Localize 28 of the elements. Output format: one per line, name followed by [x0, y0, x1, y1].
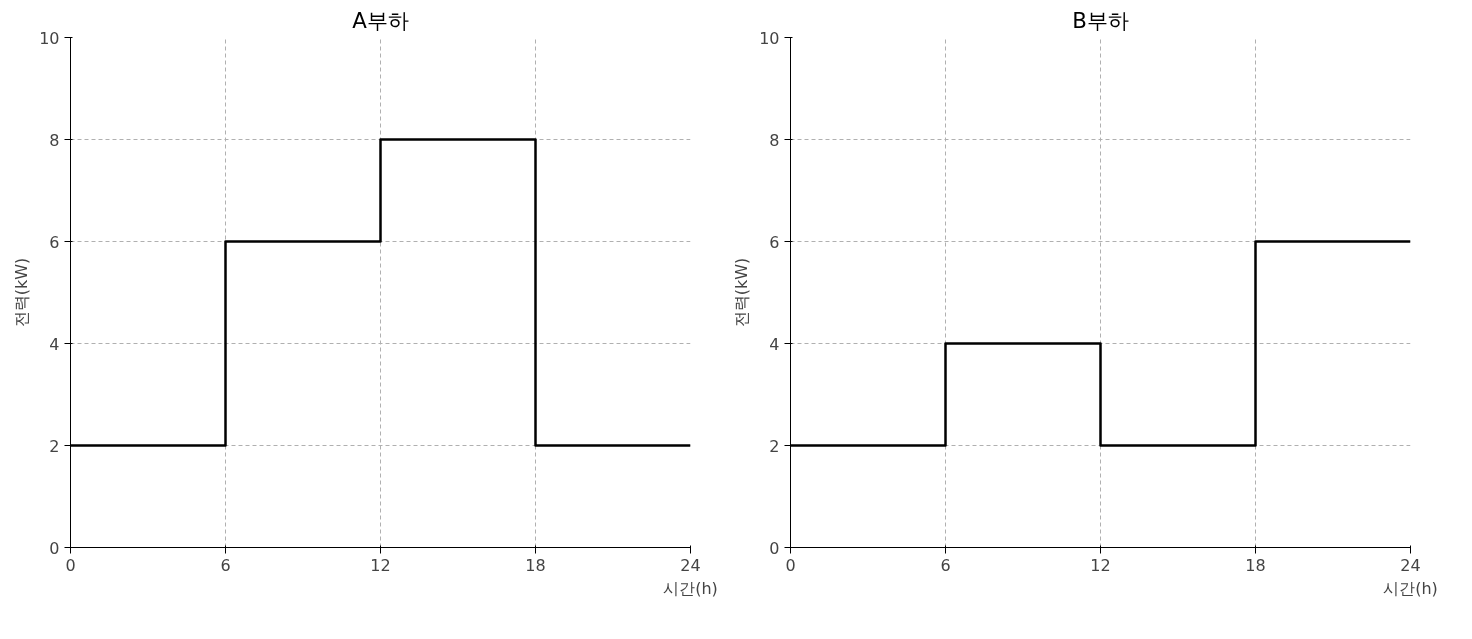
x-tick-label: 24 — [680, 555, 701, 575]
y-axis-title: 전력(kW) — [732, 257, 752, 328]
y-tick-label: 4 — [769, 334, 780, 354]
x-tick-label: 0 — [785, 555, 796, 575]
x-tick-label: 18 — [525, 555, 546, 575]
y-tick-label: 6 — [49, 232, 60, 252]
x-axis-title: 시간(h) — [663, 578, 718, 598]
y-tick-label: 0 — [769, 538, 780, 558]
x-tick-label: 18 — [1245, 555, 1266, 575]
x-tick-label: 12 — [370, 555, 391, 575]
x-tick-label: 6 — [940, 555, 951, 575]
y-tick-label: 10 — [759, 28, 780, 48]
y-tick-label: 2 — [49, 436, 60, 456]
x-tick-label: 6 — [220, 555, 231, 575]
y-tick-label: 10 — [39, 28, 60, 48]
x-tick-label: 12 — [1090, 555, 1111, 575]
x-axis-title: 시간(h) — [1383, 578, 1438, 598]
y-tick-label: 8 — [769, 130, 780, 150]
chart-title: B부하 — [1072, 7, 1129, 33]
y-tick-label: 4 — [49, 334, 60, 354]
y-tick-label: 6 — [769, 232, 780, 252]
y-axis-title: 전력(kW) — [12, 257, 32, 328]
y-tick-label: 2 — [769, 436, 780, 456]
y-tick-label: 8 — [49, 130, 60, 150]
x-tick-label: 24 — [1400, 555, 1421, 575]
y-tick-label: 0 — [49, 538, 60, 558]
chart-title: A부하 — [352, 7, 409, 33]
x-tick-label: 0 — [65, 555, 76, 575]
